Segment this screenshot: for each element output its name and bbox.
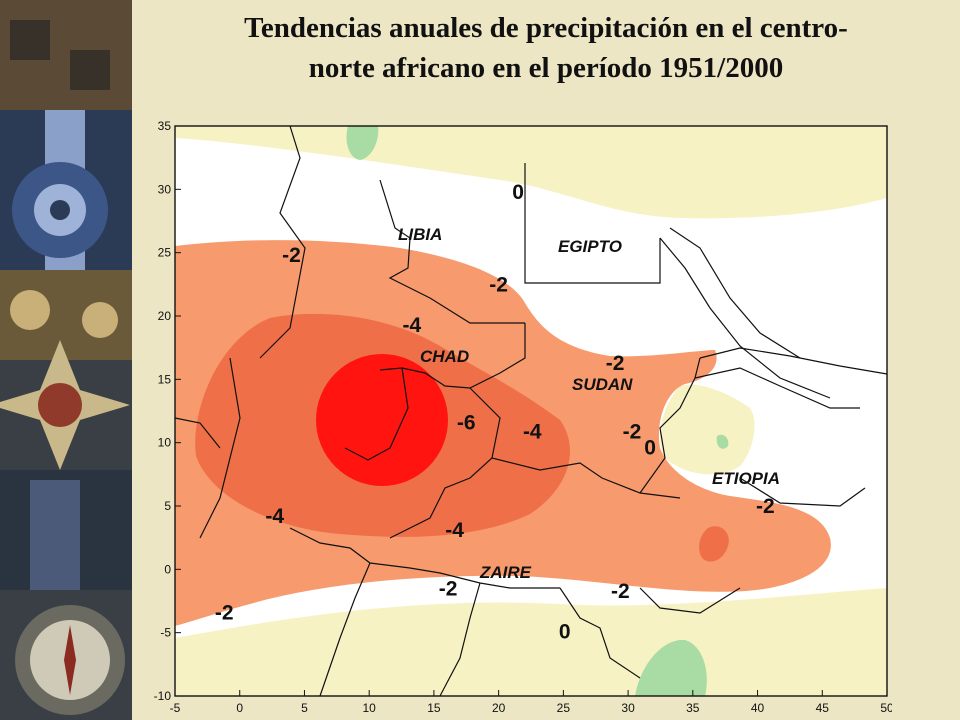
- contour-label: -6: [457, 411, 476, 434]
- x-tick-label: 35: [686, 701, 700, 715]
- region-labels: LIBIA EGIPTO CHAD SUDAN ETIOPIA ZAIRE: [398, 225, 780, 582]
- contour-label: 0: [644, 437, 656, 460]
- x-tick-label: 45: [816, 701, 830, 715]
- contour-label: -2: [489, 273, 508, 296]
- axes: -5 0 5 10 15 20 25 30 35 40 45 50 35302520151050-5-…: [154, 119, 892, 715]
- zone-minus-4-east: [699, 526, 729, 562]
- y-tick-label: 30: [158, 182, 172, 196]
- y-tick-label: 10: [158, 436, 172, 450]
- positive-zone-ethiopia: [660, 384, 755, 475]
- title-line-1: Tendencias anuales de precipitación en e…: [244, 12, 848, 44]
- page-title: Tendencias anuales de precipitación en e…: [132, 8, 960, 88]
- contour-label: 0: [559, 620, 571, 643]
- contour-label: -2: [611, 580, 630, 603]
- label-chad: CHAD: [420, 347, 469, 366]
- contour-label: 0: [512, 181, 524, 204]
- x-tick-label: 0: [236, 701, 243, 715]
- x-tick-label: 20: [492, 701, 506, 715]
- y-tick-label: 5: [164, 499, 171, 513]
- country-boundaries: [174, 125, 888, 697]
- title-line-2: norte africano en el período 1951/2000: [308, 52, 784, 84]
- y-tick-label: -5: [160, 626, 171, 640]
- coastlines: [659, 227, 831, 399]
- contour-label: -4: [523, 420, 542, 443]
- contour-label: -2: [215, 601, 234, 624]
- y-tick-label: 20: [158, 309, 172, 323]
- plot-frame: [174, 125, 888, 697]
- x-tick-label: 30: [621, 701, 635, 715]
- x-tick-label: 50: [880, 701, 892, 715]
- negative-trend-zones: [175, 240, 831, 626]
- y-tick-label: 35: [158, 119, 172, 133]
- map-canvas: 0-2-2-4-2-6 -4 -20-4-4-2-2 -2-20 LIBIA EGIP…: [154, 119, 892, 715]
- decorative-medal-image: [0, 0, 132, 720]
- x-axis: -5 0 5 10 15 20 25 30 35 40 45 50: [170, 690, 892, 715]
- positive-core-north: [346, 126, 379, 160]
- contour-label: -4: [265, 505, 284, 528]
- y-tick-label: 0: [164, 562, 171, 576]
- contour-label-layer: 0-2-2-4-2-6 -4 -20-4-4-2-2 -2-20: [215, 181, 775, 644]
- label-egipto: EGIPTO: [558, 237, 622, 256]
- x-tick-label: -5: [170, 701, 181, 715]
- contour-label: -2: [756, 495, 775, 518]
- zone-minus-6: [316, 354, 448, 486]
- positive-core-south: [635, 639, 707, 696]
- label-libia: LIBIA: [398, 225, 442, 244]
- contour-label: -4: [403, 314, 422, 337]
- y-tick-label: 25: [158, 246, 172, 260]
- label-sudan: SUDAN: [572, 375, 633, 394]
- positive-zone-south: [175, 588, 887, 696]
- precipitation-trend-map: 0 -2 -2 -4 -2 -6 -4 -2 0 -4 -4 -2 -2 -2 -2 0 LIBIA EGIP…: [140, 118, 892, 720]
- contour-label: -2: [282, 244, 301, 267]
- contour-label: -2: [439, 577, 458, 600]
- x-tick-label: 10: [363, 701, 377, 715]
- x-tick-label: 5: [301, 701, 308, 715]
- positive-trend-zones: [175, 126, 887, 696]
- label-zaire: ZAIRE: [479, 563, 532, 582]
- label-etiopia: ETIOPIA: [712, 469, 780, 488]
- x-tick-label: 40: [751, 701, 765, 715]
- x-tick-label: 25: [557, 701, 571, 715]
- y-axis: 35 30 25 20 15 10 5 0 -5 -10: [154, 119, 181, 703]
- positive-core-ethiopia: [716, 434, 729, 449]
- x-tick-label: 15: [427, 701, 441, 715]
- y-tick-label: -10: [154, 689, 172, 703]
- contour-label: -2: [606, 352, 625, 375]
- contour-label: -2: [623, 420, 642, 443]
- y-tick-label: 15: [158, 372, 172, 386]
- contour-label: -4: [445, 519, 464, 542]
